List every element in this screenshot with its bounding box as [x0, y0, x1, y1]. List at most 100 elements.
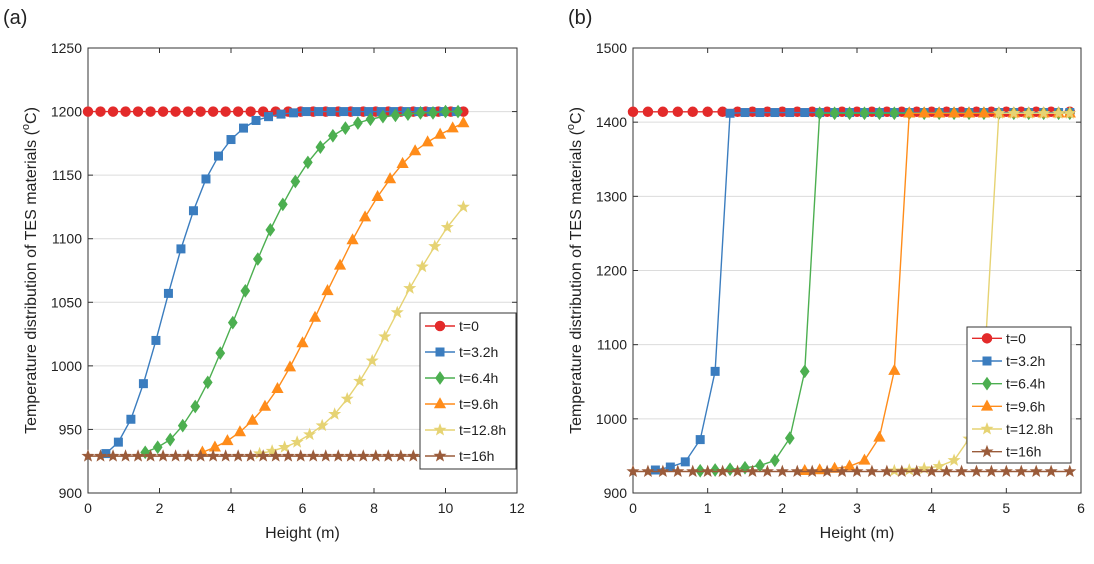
panel-a-series-t-0-point [145, 106, 156, 117]
panel-a-ytick-label: 1100 [52, 231, 82, 247]
panel-a-series-t-0-point [120, 106, 131, 117]
panel-a-ytick-label: 1200 [51, 104, 82, 120]
panel-a-series-t-9-6h-point [383, 172, 397, 184]
panel-b-series-t-3-2h-point [680, 457, 690, 467]
panel-a-series-t-12-8h-point [456, 200, 470, 213]
panel-b-series-t-0-point [702, 106, 713, 118]
panel-a-series-t-0-point [107, 106, 119, 117]
panel-b-series-t-9-6h-point [962, 106, 976, 118]
panel-b-legend-entry-label: t=16h [1006, 444, 1041, 460]
panel-a-legend-entry-label: t=16h [459, 448, 494, 464]
panel-a-series-t-6-4h-point [290, 174, 301, 189]
panel-a-series-t-0-point [157, 106, 169, 117]
panel-a-series-t-16h-point [156, 449, 170, 462]
panel-b-series-t-16h-point [850, 464, 864, 478]
panel-b-ytick-label: 1500 [596, 40, 627, 56]
panel-a-series-t-12-8h-point [378, 329, 392, 343]
panel-a-series-t-3-2h-point [276, 109, 286, 119]
panel-b-series-t-6-4h-point [695, 463, 706, 478]
panel-a-series-t-3-2h-point [239, 123, 249, 133]
panel-a-series-t-6-4h-point [390, 108, 401, 123]
panel-a-series-t-6-4h-point [202, 375, 213, 390]
panel-a-label: (a) [3, 7, 27, 29]
panel-a-series-t-6-4h-point [277, 197, 288, 212]
panel-b-series-t-12-8h-point [992, 106, 1006, 119]
panel-a-series-t-3-2h-point [351, 107, 361, 117]
panel-a-legend-entry: t=3.2h [425, 344, 498, 360]
panel-b-series-t-3-2h-point [755, 108, 765, 118]
panel-b-series-t-16h-point [671, 464, 685, 478]
panel-b-series-t-16h-point [969, 464, 983, 478]
panel-b-legend-entry: t=12.8h [972, 421, 1053, 437]
panel-b-series-t-12-8h-point [1007, 106, 1021, 119]
panel-b-series-t-9-6h-point [933, 106, 946, 118]
panel-b-series-t-9-6h-point [888, 363, 901, 375]
panel-a-series-t-0-point [82, 106, 94, 117]
panel-a-series-t-12-8h-point [415, 259, 429, 273]
panel-a-series-t-16h-point [381, 449, 395, 462]
panel-b-series-t-12-8h-point [887, 463, 901, 477]
panel-a-series-t-16h-point [144, 449, 158, 462]
panel-a-series-t-9-6h-point [258, 399, 272, 411]
panel-a-series-t-9-6h-point [233, 425, 247, 437]
panel-a-series-t-16h [81, 449, 470, 462]
panel-a-legend-entry-label: t=6.4h [459, 370, 498, 386]
panel-a-xlabel: Height (m) [265, 525, 340, 542]
panel-a-xtick-label: 4 [227, 500, 235, 516]
panel-b-legend: t=0 t=3.2h t=6.4h t=9.6h t=12.8h t=16h [966, 326, 1072, 464]
panel-b-series-t-6-4h-point [874, 106, 885, 121]
panel-b-series-t-6-4h-point [844, 106, 855, 121]
panel-b-series-t-16h-point [701, 464, 715, 478]
panel-b-series-t-6-4h-point [829, 106, 840, 121]
panel-b-series-t-9-6h-point [843, 459, 856, 471]
panel-b-series-t-9-6h-point [947, 106, 961, 118]
panel-b-legend-entry-marker [980, 422, 994, 435]
panel-a-series-t-6-4h-point [215, 346, 226, 361]
panel-b-series-t-16h-point [1029, 464, 1043, 478]
panel-a-legend-entry-marker [435, 347, 445, 357]
panel-a-series-t-6-4h-point [378, 109, 388, 124]
panel-a: 900 950 1000 1050 1100 1150 1200 1250 0 2 4 6 8 10 12 H… [3, 7, 525, 542]
panel-b-series-t-9-6h-point [903, 106, 916, 118]
panel-b-series-t-6-4h-point [784, 431, 795, 445]
panel-a-series-t-16h-point [231, 449, 245, 462]
panel-a-legend-entry: t=9.6h [425, 396, 498, 412]
panel-b-series-t-9-6h-point [873, 430, 886, 442]
panel-a-series-t-16h-point [119, 449, 133, 462]
panel-b-series-t-3-2h-point [710, 366, 720, 376]
panel-b-series-t-16h-point [910, 464, 924, 478]
panel-b-legend-entry-marker [980, 399, 994, 411]
panel-a-series-t-9-6h-point [371, 189, 384, 202]
panel-a-series-t-16h-point [281, 449, 295, 462]
panel-a-series-t-9-6h-point [246, 413, 259, 425]
panel-a-series-t-3-2h-point [138, 379, 148, 389]
panel-a-ytick-label: 900 [59, 485, 83, 501]
panel-a-series-t-0-point [95, 106, 106, 117]
panel-a-series-t-16h-point [206, 449, 220, 462]
panel-a-series-t-16h-point [356, 449, 370, 462]
panel-b-ytick-label: 900 [604, 485, 628, 501]
panel-b-series-t-12-8h-point [932, 459, 946, 472]
panel-b-series-t-12-8h-point [1022, 106, 1036, 119]
panel-a-series-t-3-2h-point [163, 288, 173, 298]
panel-b-series-t-3-2h-point [740, 108, 750, 118]
panel-a-series-t-6-4h [140, 104, 463, 460]
panel-b-series-t-12-8h-point [947, 453, 961, 466]
panel-b-ylabel-unit: C) [568, 107, 585, 124]
panel-b-series-t-16h-point [1063, 464, 1077, 478]
panel-a-series-t-12-8h-point [440, 220, 454, 233]
panel-a-series-t-16h-point [394, 449, 408, 462]
panel-a-series-t-3-2h-point [126, 414, 136, 424]
panel-a-series-t-9-6h-point [457, 116, 470, 128]
panel-a-series-t-6-4h-point [265, 222, 276, 237]
panel-a-series-t-6-4h-point [453, 104, 463, 119]
panel-b-series-t-16h-point [805, 464, 819, 478]
panel-b-legend-entry-marker [982, 376, 992, 391]
panel-a-series-t-12-8h-point [315, 418, 329, 432]
panel-b-legend-entry: t=0 [972, 330, 1026, 346]
panel-a-series-t-3-2h-point [113, 437, 123, 447]
panel-a-series-t-3-2h-point [314, 107, 324, 117]
panel-a-series-t-16h-point [269, 449, 283, 462]
panel-a-series-t-16h-point [331, 449, 345, 462]
